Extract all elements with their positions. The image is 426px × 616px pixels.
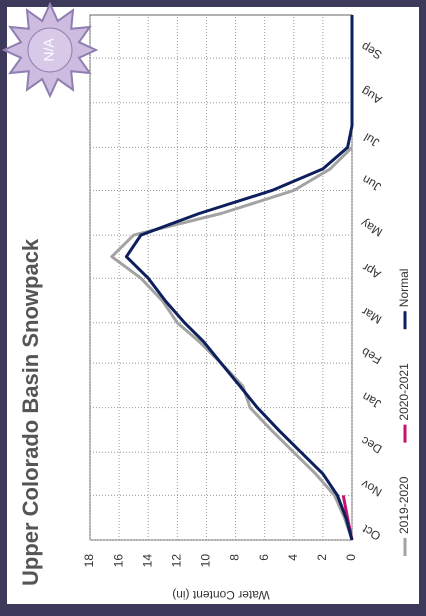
x-tick-label: Feb — [359, 344, 384, 367]
legend-label: 2020-2021 — [397, 363, 411, 421]
y-tick-label: 12 — [170, 554, 184, 568]
x-tick-label: Jan — [360, 389, 384, 411]
x-tick-label: Nov — [359, 477, 384, 500]
series-line — [124, 15, 354, 541]
y-tick-label: 10 — [199, 554, 213, 568]
x-tick-label: May — [358, 216, 385, 239]
chart-title: Upper Colorado Basin Snowpack — [18, 238, 43, 586]
badge-text: N/A — [41, 38, 57, 62]
y-tick-label: 6 — [257, 554, 271, 561]
plot-area — [89, 14, 353, 541]
x-tick-label: Aug — [359, 84, 384, 107]
y-tick-label: 0 — [344, 554, 358, 561]
x-tick-label: Sep — [359, 39, 385, 62]
y-tick-label: 8 — [228, 554, 242, 561]
legend-label: 2019-2020 — [397, 476, 411, 534]
series-line — [110, 146, 354, 541]
x-tick-label: Jul — [361, 130, 381, 150]
x-tick-label: Mar — [359, 304, 384, 326]
y-axis-label: Water Content (in) — [172, 588, 270, 602]
legend-label: Normal — [397, 269, 411, 308]
snowflake-center — [27, 27, 73, 73]
x-tick-label: Dec — [359, 434, 384, 457]
x-tick-label: Apr — [360, 260, 383, 281]
x-tick-label: Jun — [360, 172, 384, 194]
x-tick-label: Oct — [359, 522, 383, 544]
y-tick-label: 16 — [111, 554, 125, 568]
y-tick-label: 14 — [140, 554, 154, 568]
y-tick-label: 2 — [315, 554, 329, 561]
y-tick-label: 4 — [286, 554, 300, 561]
y-tick-label: 18 — [82, 554, 96, 568]
